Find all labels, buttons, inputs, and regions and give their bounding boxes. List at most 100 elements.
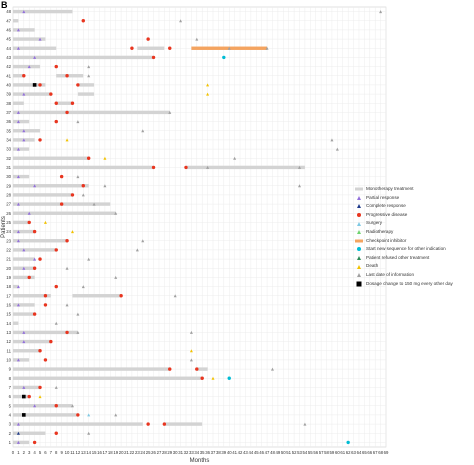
legend-label: Last date of information	[366, 271, 415, 277]
event-new_sequence	[222, 55, 226, 60]
treatment-bar	[13, 129, 41, 133]
event-partial	[22, 330, 26, 334]
event-last_info	[87, 74, 91, 78]
event-progressive	[86, 156, 91, 160]
event-partial	[33, 55, 37, 59]
x-tick-label: 23	[135, 450, 140, 455]
treatment-bar	[13, 312, 35, 316]
treatment-bar	[13, 321, 19, 325]
y-tick-label: 40	[6, 82, 11, 87]
legend-item-new_sequence: Start new sequence for other indication	[355, 245, 473, 254]
treatment-bar	[13, 184, 89, 188]
y-tick-label: 36	[6, 119, 11, 124]
event-progressive	[70, 101, 75, 105]
event-death	[211, 376, 215, 380]
complete-legend-symbol	[355, 202, 363, 210]
event-last_info	[114, 211, 118, 215]
treatment-legend-symbol	[355, 185, 363, 193]
x-tick-label: 16	[97, 450, 102, 455]
x-tick-label: 35	[200, 450, 205, 455]
x-tick-label: 36	[205, 450, 210, 455]
event-partial	[22, 340, 26, 344]
y-tick-label: 24	[6, 229, 11, 234]
event-death	[189, 349, 193, 353]
legend-label: Dosage change to 150 mg every other day	[366, 280, 453, 286]
treatment-bar	[13, 394, 30, 399]
event-last_info	[87, 431, 91, 435]
legend-label: Surgery	[366, 220, 383, 226]
event-partial	[22, 266, 26, 270]
treatment-bar	[13, 174, 30, 179]
treatment-bar	[13, 55, 154, 60]
event-progressive	[49, 92, 53, 96]
event-last_info	[76, 120, 80, 124]
event-last_info	[270, 367, 274, 371]
x-tick-label: 59	[330, 450, 335, 455]
event-progressive	[27, 275, 31, 280]
treatment-bar	[13, 376, 203, 380]
x-tick-label: 15	[92, 450, 97, 455]
event-partial	[33, 257, 37, 261]
x-tick-label: 11	[70, 450, 75, 455]
event-progressive	[65, 330, 69, 335]
event-last_info	[87, 257, 91, 261]
legend-item-death: Death	[355, 262, 473, 271]
y-tick-label: 3	[9, 422, 12, 427]
x-tick-label: 49	[275, 450, 280, 455]
y-tick-label: 6	[9, 394, 12, 399]
event-last_info	[81, 285, 85, 289]
event-last_info	[227, 46, 231, 50]
event-partial	[16, 440, 20, 444]
legend-item-radiotherapy: Radiotherapy	[355, 228, 473, 237]
x-tick-label: 68	[378, 450, 383, 455]
treatment-bar	[13, 110, 170, 115]
y-tick-label: 48	[6, 9, 11, 14]
legend-label: Start new sequence for other indication	[366, 246, 446, 252]
y-tick-label: 9	[9, 367, 12, 372]
treatment-bar	[13, 46, 57, 50]
event-last_info	[65, 266, 69, 270]
treatment-bar	[13, 339, 51, 344]
y-tick-label: 14	[6, 321, 11, 326]
x-tick-label: 27	[157, 450, 162, 455]
event-progressive	[200, 376, 204, 380]
y-tick-label: 8	[9, 376, 12, 381]
x-tick-label: 67	[373, 450, 378, 455]
y-tick-label: 21	[6, 257, 11, 262]
x-tick-label: 20	[119, 450, 124, 455]
legend-label: Monotherapy treatment	[366, 186, 414, 191]
y-tick-label: 10	[6, 357, 11, 362]
x-tick-label: 21	[124, 450, 129, 455]
event-progressive	[168, 367, 172, 371]
x-tick-label: 6	[44, 450, 47, 455]
event-progressive	[54, 119, 58, 124]
y-tick-label: 12	[6, 339, 11, 344]
event-new_sequence	[346, 440, 350, 445]
death-legend-symbol	[355, 263, 363, 271]
x-tick-label: 1	[17, 450, 20, 455]
event-progressive	[32, 266, 37, 270]
x-tick-label: 45	[254, 450, 259, 455]
x-tick-label: 3	[28, 450, 31, 455]
y-tick-label: 42	[6, 64, 11, 69]
event-progressive	[146, 37, 150, 41]
y-tick-label: 41	[6, 73, 11, 78]
treatment-bar	[56, 74, 84, 78]
event-progressive	[38, 385, 42, 390]
treatment-bar	[13, 28, 35, 32]
event-last_info	[114, 275, 118, 279]
event-partial	[16, 230, 20, 234]
treatment-bar	[164, 422, 203, 426]
event-last_info	[335, 147, 339, 151]
event-last_info	[54, 321, 58, 325]
x-tick-label: 52	[292, 450, 297, 455]
x-tick-label: 5	[39, 450, 42, 455]
event-partial	[16, 147, 20, 151]
progressive-legend-symbol	[355, 211, 363, 219]
event-partial	[38, 37, 42, 41]
event-dosage	[22, 394, 26, 399]
legend-item-checkpoint: Checkpoint inhibitor	[355, 237, 473, 246]
radiotherapy-legend-symbol	[355, 228, 363, 236]
x-tick-label: 4	[33, 450, 36, 455]
event-progressive	[130, 46, 134, 50]
